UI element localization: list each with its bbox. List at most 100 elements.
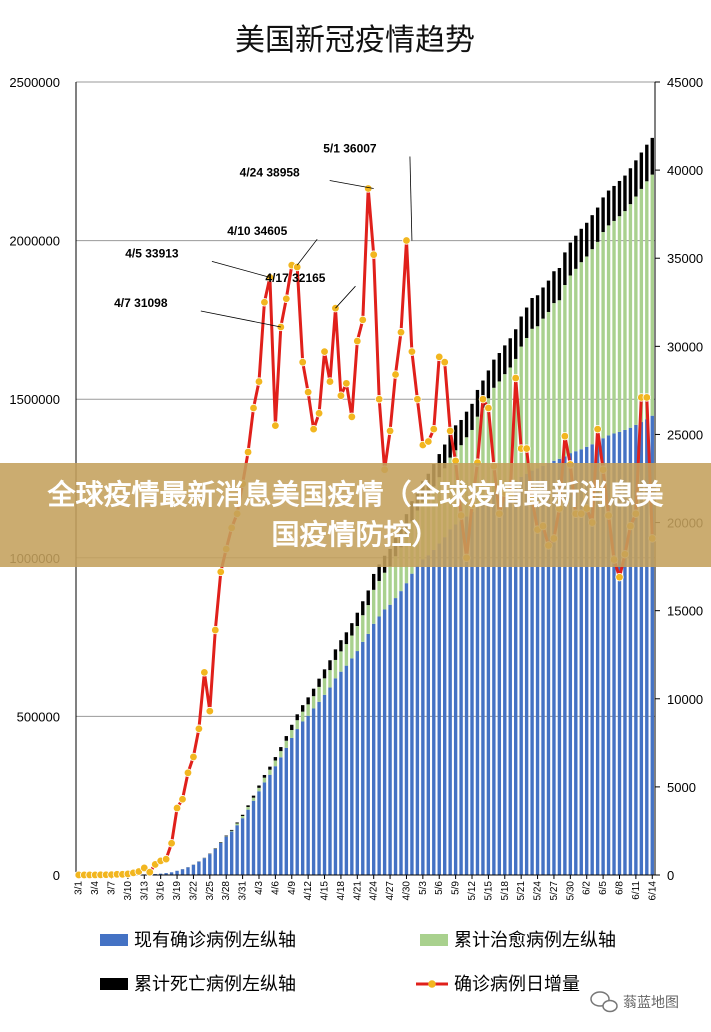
daily-point xyxy=(161,854,171,864)
recovered-bar xyxy=(612,220,616,434)
recovered-bar xyxy=(595,241,600,442)
daily-point xyxy=(374,395,384,404)
recovered-bar xyxy=(355,625,359,652)
annotation-label: 4/5 33913 xyxy=(125,246,179,260)
x-tick-label: 3/25 xyxy=(205,881,216,901)
current-bar xyxy=(328,687,332,875)
current-bar xyxy=(639,422,644,875)
daily-point xyxy=(413,395,422,404)
death-bar xyxy=(639,152,644,189)
current-bar xyxy=(590,444,594,875)
right-tick-label: 30000 xyxy=(667,339,703,354)
x-tick-label: 6/8 xyxy=(614,881,625,895)
daily-point xyxy=(303,387,313,397)
daily-point xyxy=(249,403,258,413)
left-tick-label: 2000000 xyxy=(9,234,60,249)
death-bar xyxy=(464,411,469,438)
current-bar xyxy=(311,708,316,875)
death-bar xyxy=(366,590,370,606)
current-bar xyxy=(650,415,654,875)
current-bar xyxy=(355,651,359,875)
x-tick-label: 4/12 xyxy=(303,881,314,901)
current-bar xyxy=(426,555,431,875)
current-bar xyxy=(257,791,261,875)
current-bar xyxy=(612,433,616,875)
recovered-bar xyxy=(273,760,278,767)
recovered-bar xyxy=(284,740,288,748)
legend-label: 累计死亡病例左纵轴 xyxy=(134,974,296,995)
current-bar xyxy=(164,873,168,875)
death-bar xyxy=(339,640,343,652)
daily-point xyxy=(511,373,520,383)
recovered-bar xyxy=(503,374,507,487)
death-bar xyxy=(262,774,267,778)
death-bar xyxy=(219,842,223,843)
current-bar xyxy=(339,671,343,875)
death-bar xyxy=(372,573,376,590)
recovered-bar xyxy=(382,572,387,610)
daily-point xyxy=(347,412,357,422)
daily-point xyxy=(391,370,400,379)
daily-point xyxy=(342,379,351,388)
x-tick-label: 4/3 xyxy=(254,881,265,895)
x-tick-label: 4/15 xyxy=(320,881,331,901)
recovered-bar xyxy=(268,769,272,775)
daily-point xyxy=(167,839,176,848)
current-bar xyxy=(153,873,157,875)
current-bar xyxy=(213,848,217,875)
death-bar xyxy=(470,403,474,430)
daily-point xyxy=(560,432,570,441)
current-bar xyxy=(186,867,190,875)
death-bar xyxy=(240,814,245,817)
current-bar xyxy=(453,524,458,875)
death-bar xyxy=(595,207,600,242)
death-bar xyxy=(377,564,381,581)
x-tick-label: 6/14 xyxy=(647,881,658,901)
current-bar xyxy=(623,429,627,875)
annotation-label: 4/24 38958 xyxy=(240,165,300,179)
death-bar xyxy=(284,736,288,741)
x-tick-label: 3/31 xyxy=(238,881,249,901)
current-bar xyxy=(180,869,185,875)
annotation-leader xyxy=(335,285,356,309)
current-bar xyxy=(333,678,338,875)
x-tick-label: 4/24 xyxy=(369,881,380,901)
right-tick-label: 45000 xyxy=(667,75,703,90)
recovered-bar xyxy=(333,659,338,679)
recovered-bar xyxy=(645,181,649,420)
daily-point xyxy=(183,768,193,777)
current-bar xyxy=(486,497,491,875)
x-tick-label: 4/30 xyxy=(401,881,412,901)
current-bar xyxy=(497,489,502,875)
death-bar xyxy=(344,632,349,645)
death-bar xyxy=(361,601,365,616)
recovered-bar xyxy=(524,337,529,474)
current-bar xyxy=(546,462,551,875)
current-bar xyxy=(219,842,223,875)
current-bar xyxy=(279,757,283,875)
wechat-icon xyxy=(590,991,618,1013)
legend-swatch xyxy=(100,934,128,946)
current-bar xyxy=(262,782,267,875)
current-bar xyxy=(557,458,562,875)
daily-point xyxy=(522,444,531,453)
current-bar xyxy=(606,435,611,875)
x-tick-label: 5/6 xyxy=(434,881,445,895)
left-tick-label: 0 xyxy=(53,868,60,883)
current-bar xyxy=(563,456,567,875)
death-bar xyxy=(492,359,496,388)
recovered-bar xyxy=(300,711,305,722)
death-bar xyxy=(650,137,654,175)
recovered-bar xyxy=(393,556,398,599)
recovered-bar xyxy=(377,580,381,617)
recovered-bar xyxy=(388,566,392,605)
recovered-bar xyxy=(563,285,567,457)
daily-point xyxy=(172,803,182,813)
current-bar xyxy=(475,507,480,875)
daily-point xyxy=(402,236,411,245)
legend-marker xyxy=(428,980,436,988)
daily-point xyxy=(194,724,204,733)
x-tick-label: 5/3 xyxy=(418,881,429,895)
death-bar xyxy=(645,144,649,182)
recovered-bar xyxy=(257,787,261,792)
